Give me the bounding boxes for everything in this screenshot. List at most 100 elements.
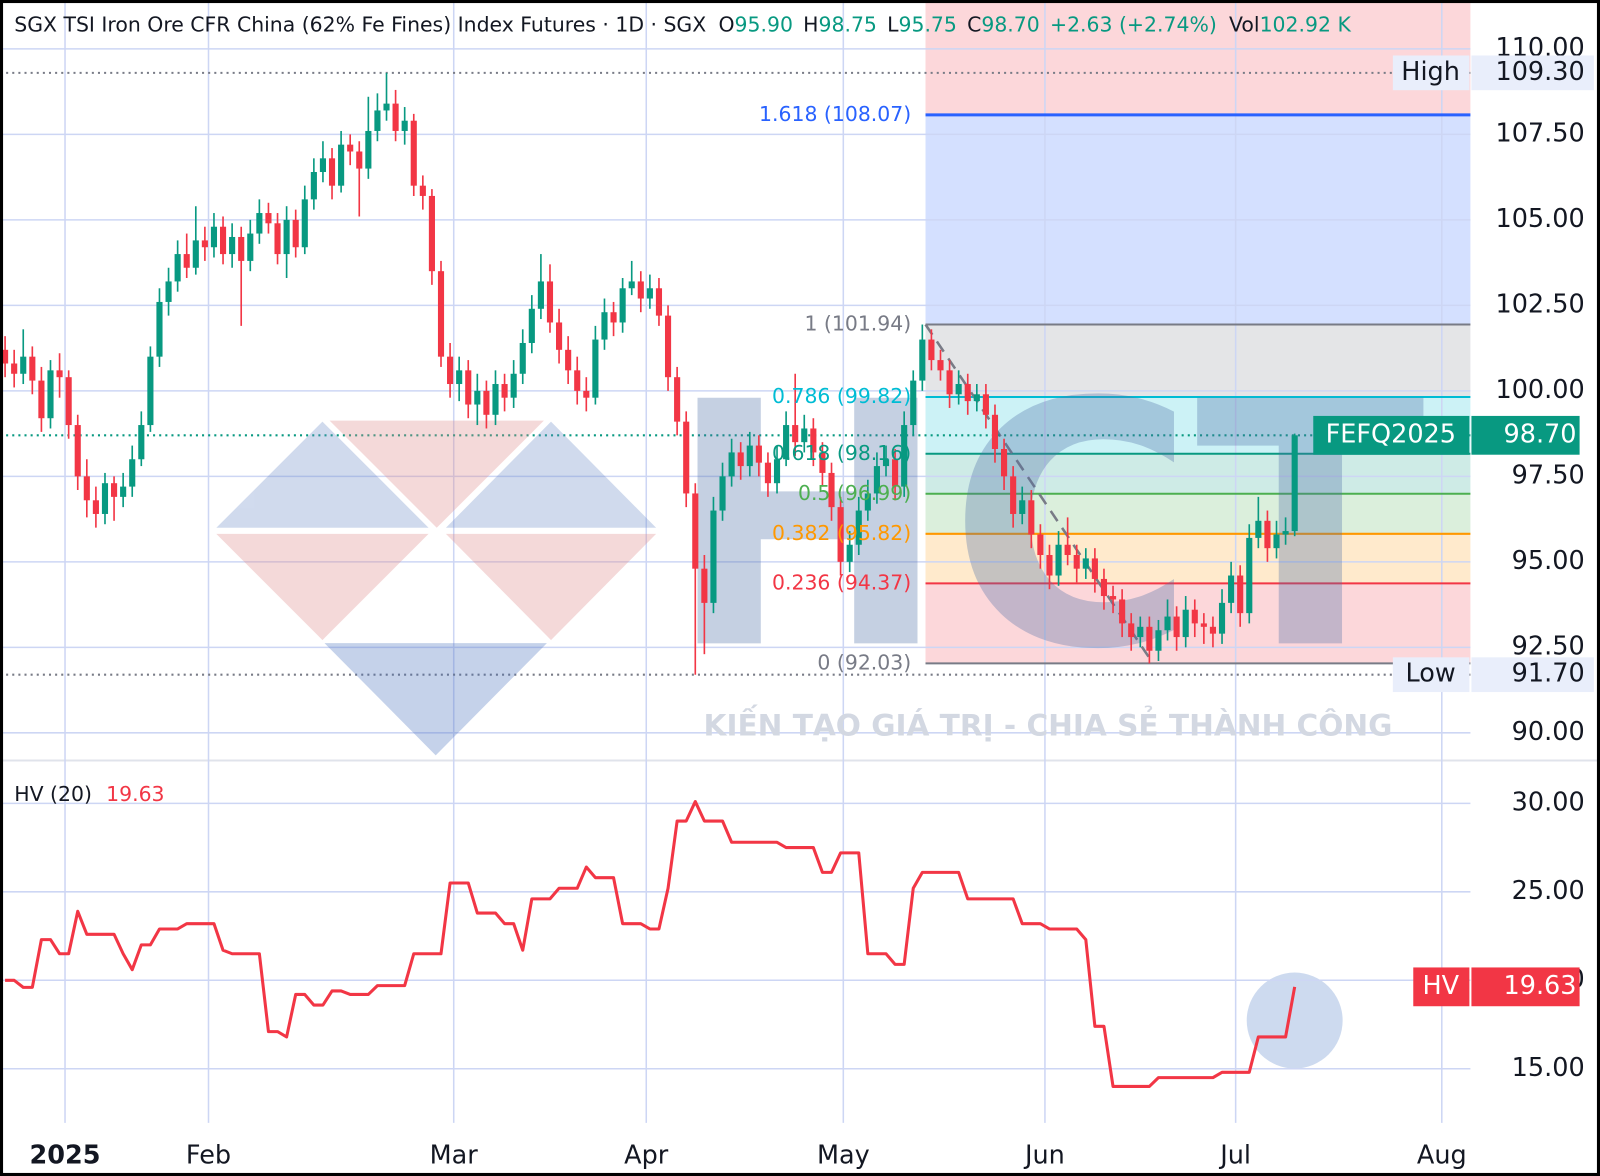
candle-body (583, 390, 590, 398)
fib-label: 0.786 (99.82) (772, 384, 911, 408)
x-tick-label: Apr (624, 1141, 669, 1171)
candle-body (528, 308, 535, 343)
fib-background (925, 0, 1471, 115)
y-tick-label: 107.50 (1495, 118, 1584, 148)
candle-body (1073, 555, 1080, 569)
header-text: O (718, 13, 734, 37)
candle-body (428, 195, 435, 272)
x-tick-label: Jun (1023, 1141, 1065, 1171)
candle-body (29, 356, 36, 381)
candle-body (610, 312, 617, 323)
watermark-slogan: KIẾN TẠO GIÁ TRỊ - CHIA SẺ THÀNH CÔNG (704, 703, 1393, 742)
y-tick-label: 15.00 (1512, 1053, 1585, 1083)
candle-body (1037, 534, 1044, 556)
logo-shape (216, 533, 429, 641)
candle-body (465, 370, 472, 405)
hv-line (5, 800, 1297, 1088)
candle-body (356, 151, 363, 169)
candle-body (456, 370, 463, 385)
candle-body (310, 172, 317, 200)
y-tick-label: 95.00 (1512, 546, 1585, 576)
high-name: High (1401, 57, 1460, 87)
candle-body (701, 568, 708, 603)
candle-body (1155, 630, 1162, 651)
candle-body (274, 223, 281, 255)
candle-body (374, 110, 381, 131)
candle-body (1055, 544, 1062, 576)
candle-body (892, 459, 899, 487)
watermark-layer: HCT (216, 331, 1427, 756)
fib-label: 0.236 (94.37) (772, 570, 911, 594)
x-tick-label: Mar (430, 1141, 479, 1171)
candle-body (1001, 448, 1008, 477)
candle-body (864, 493, 871, 511)
candle-body (855, 510, 862, 545)
candle-body (83, 476, 90, 501)
candle-body (655, 288, 663, 316)
low-label: 91.70 (1512, 659, 1585, 689)
candle-body (710, 510, 717, 603)
symbol-label: FEFQ2025 (1326, 419, 1456, 449)
candle-body (156, 301, 163, 357)
candle-body (746, 445, 753, 467)
header-text: 95.90 (735, 13, 793, 37)
high-label: 109.30 (1495, 57, 1584, 87)
candle-body (56, 370, 63, 378)
candle-body (901, 425, 908, 487)
candle-body (210, 226, 218, 248)
candle-body (719, 476, 726, 511)
hv-badge (1413, 967, 1470, 1007)
candle-body (328, 158, 336, 186)
candle-body (338, 144, 345, 186)
header-text: L (887, 13, 899, 37)
candle-body (11, 363, 18, 374)
candle-body (256, 213, 263, 234)
candle-body (483, 390, 490, 415)
y-tick-label: 30.00 (1512, 787, 1585, 817)
y-tick-label: 92.50 (1512, 631, 1585, 661)
candle-body (810, 428, 817, 453)
high-axis-badge (1471, 55, 1594, 91)
candle-body (410, 120, 417, 186)
watermark-logo: HCT (667, 331, 1427, 723)
candle-body (283, 219, 290, 255)
logo-shape (329, 420, 544, 528)
candle-body (1010, 476, 1017, 514)
candle-body (47, 370, 54, 419)
x-tick-label: Aug (1417, 1141, 1467, 1171)
candle-body (129, 459, 136, 487)
candle-body (20, 356, 27, 374)
candle-body (1091, 558, 1098, 579)
y-tick-label: 90.00 (1512, 717, 1585, 747)
candle-body (447, 356, 454, 385)
candle-body (755, 445, 762, 463)
candle-body (111, 483, 118, 497)
candle-body (792, 425, 799, 443)
candle-body (74, 425, 81, 477)
candle-body (492, 384, 499, 415)
hv-value-badge (1471, 967, 1580, 1007)
symbol-badge (1313, 415, 1470, 455)
header-text: H (803, 13, 818, 37)
candle-body (519, 342, 526, 374)
logo-shape (216, 421, 429, 528)
hv-value-label: 19.63 (1504, 971, 1577, 1001)
fib-label: 1.618 (108.07) (759, 102, 911, 126)
indicator-value: 19.63 (106, 782, 164, 806)
fib-label: 0.382 (95.82) (772, 521, 911, 545)
candle-body (138, 425, 145, 460)
y-tick-label: 25.00 (1512, 876, 1585, 906)
candle-body (92, 500, 99, 514)
candle-body (1019, 500, 1026, 514)
candle-body (1291, 435, 1298, 532)
highlight-circle (1246, 972, 1343, 1069)
candle-body (837, 507, 844, 562)
candle-body (474, 390, 481, 405)
candle-body (1228, 575, 1235, 603)
fib-zone (925, 324, 1471, 398)
candle-body (265, 213, 272, 224)
candle-body (991, 414, 999, 449)
candle-body (683, 421, 690, 494)
candle-body (510, 373, 517, 398)
